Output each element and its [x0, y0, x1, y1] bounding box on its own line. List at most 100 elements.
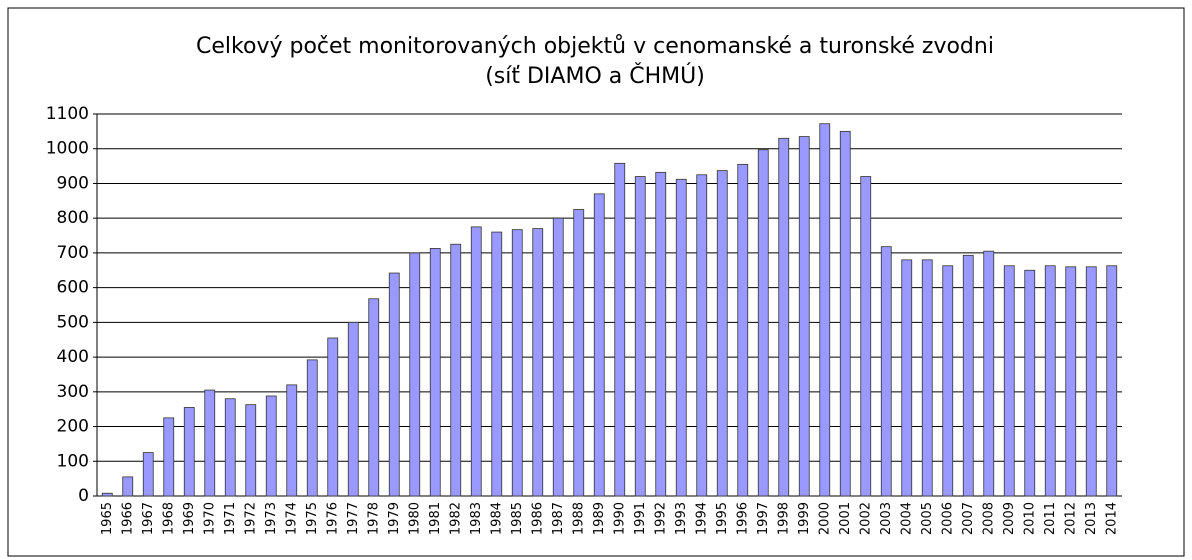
bar — [696, 174, 708, 497]
chart-title: Celkový počet monitorovaných objektů v c… — [196, 34, 994, 59]
x-tick-label: 1974 — [284, 502, 299, 535]
x-tick-label: 1982 — [448, 502, 463, 535]
bar — [163, 417, 175, 497]
x-tick-label: 1992 — [653, 502, 668, 535]
bar — [532, 228, 544, 497]
bar — [265, 395, 277, 497]
bar — [573, 209, 585, 497]
bar — [327, 337, 339, 497]
bar — [634, 176, 646, 497]
bar — [880, 246, 892, 497]
x-tick-label: 1986 — [530, 502, 545, 535]
bar — [122, 476, 134, 497]
bar — [716, 170, 728, 497]
x-tick-label: 1998 — [776, 502, 791, 535]
x-tick-label: 2006 — [940, 502, 955, 535]
x-tick-label: 1970 — [202, 502, 217, 535]
x-tick-label: 2009 — [1002, 502, 1017, 535]
bar — [388, 272, 400, 497]
y-tick-label: 100 — [57, 451, 89, 471]
y-tick-label: 1000 — [46, 139, 89, 159]
x-tick-label: 1990 — [612, 502, 627, 535]
bar — [819, 123, 831, 497]
bar — [839, 130, 851, 497]
bar — [1003, 265, 1015, 497]
bar — [1106, 265, 1118, 497]
x-tick-label: 2014 — [1104, 502, 1119, 535]
bar — [306, 359, 318, 497]
y-tick-label: 500 — [57, 312, 89, 332]
bar — [183, 407, 195, 497]
bar — [409, 252, 421, 497]
y-tick-label: 0 — [78, 486, 89, 506]
x-tick-label: 1991 — [633, 502, 648, 535]
bar — [224, 398, 236, 497]
y-tick-label: 900 — [57, 173, 89, 193]
bar — [593, 193, 605, 497]
bar — [942, 265, 954, 497]
bar — [1085, 266, 1097, 497]
x-tick-label: 1967 — [141, 502, 156, 535]
x-tick-label: 1988 — [571, 502, 586, 535]
bar — [552, 217, 564, 497]
x-tick-label: 1972 — [243, 502, 258, 535]
bar — [491, 231, 503, 497]
x-tick-label: 2000 — [817, 502, 832, 535]
bar — [245, 404, 257, 497]
bar — [655, 171, 667, 497]
bar — [860, 176, 872, 497]
bar — [470, 226, 482, 497]
bar — [614, 162, 626, 497]
bar — [1024, 269, 1036, 497]
x-tick-label: 2001 — [838, 502, 853, 535]
x-tick-label: 2013 — [1084, 502, 1099, 535]
chart-subtitle: (síť DIAMO a ČHMÚ) — [485, 63, 705, 89]
x-tick-label: 1984 — [489, 502, 504, 535]
bar — [429, 247, 441, 497]
x-tick-label: 2012 — [1063, 502, 1078, 535]
x-tick-label: 2004 — [899, 502, 914, 535]
x-tick-label: 1981 — [428, 502, 443, 535]
y-tick-label: 1100 — [46, 104, 89, 124]
x-tick-label: 1976 — [325, 502, 340, 535]
bar — [1044, 265, 1056, 497]
y-tick-label: 600 — [57, 278, 89, 298]
bar — [983, 250, 995, 497]
x-tick-label: 1968 — [161, 502, 176, 535]
bar — [737, 163, 749, 497]
x-tick-label: 2003 — [879, 502, 894, 535]
bar — [347, 321, 359, 497]
bar — [921, 259, 933, 497]
bar — [286, 384, 298, 497]
x-tick-label: 1966 — [120, 502, 135, 535]
x-tick-label: 1980 — [407, 502, 422, 535]
y-tick-label: 200 — [57, 417, 89, 437]
x-tick-label: 1999 — [797, 502, 812, 535]
x-tick-label: 1996 — [735, 502, 750, 535]
x-tick-label: 1979 — [387, 502, 402, 535]
x-tick-label: 2008 — [981, 502, 996, 535]
x-tick-label: 1973 — [264, 502, 279, 535]
bar — [101, 492, 113, 497]
bar — [962, 254, 974, 497]
x-tick-label: 1983 — [469, 502, 484, 535]
y-tick-label: 700 — [57, 243, 89, 263]
bar — [368, 298, 380, 497]
x-tick-label: 1993 — [674, 502, 689, 535]
x-tick-label: 1978 — [366, 502, 381, 535]
y-tick-label: 800 — [57, 208, 89, 228]
bar — [1065, 266, 1077, 497]
x-tick-label: 1971 — [223, 502, 238, 535]
bar — [798, 136, 810, 497]
x-tick-label: 2002 — [858, 502, 873, 535]
x-tick-label: 1969 — [182, 502, 197, 535]
x-tick-label: 2007 — [961, 502, 976, 535]
x-tick-label: 1995 — [715, 502, 730, 535]
y-tick-label: 400 — [57, 347, 89, 367]
y-tick-label: 300 — [57, 382, 89, 402]
bar — [450, 243, 462, 497]
x-tick-label: 1994 — [694, 502, 709, 535]
x-tick-label: 1977 — [346, 502, 361, 535]
bar — [901, 259, 913, 497]
